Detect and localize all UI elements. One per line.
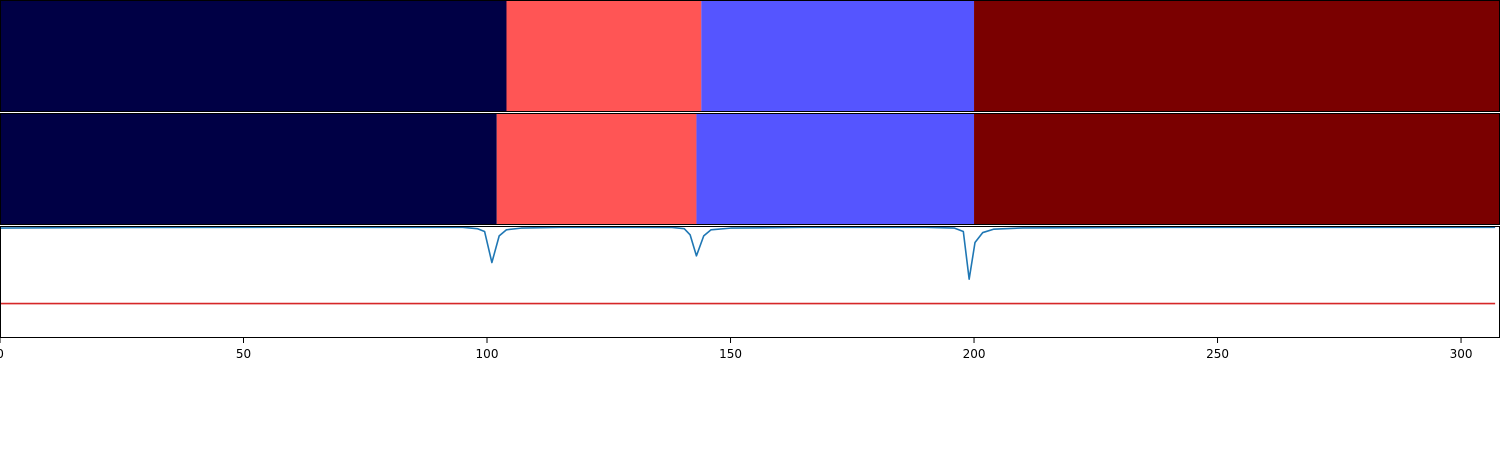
heatmap-top-segment-3 <box>974 1 1500 112</box>
heatmap-top-segment-0 <box>0 1 507 112</box>
heatmap-top-segment-2 <box>701 1 975 112</box>
x-tick-label-2: 100 <box>476 347 499 361</box>
heatmap-top <box>0 1 1500 112</box>
x-tick-label-4: 200 <box>963 347 986 361</box>
x-tick-label-0: 0 <box>0 347 4 361</box>
x-tick-label-5: 250 <box>1206 347 1229 361</box>
heatmap-bottom-segment-3 <box>974 114 1500 225</box>
line-series-group <box>0 226 1496 305</box>
line-plot-frame <box>0 226 1500 338</box>
line-plot: 0 50 100 150 200 250 300 <box>0 226 1500 361</box>
heatmap-bottom <box>0 114 1500 225</box>
heatmap-bottom-segment-0 <box>0 114 497 225</box>
x-axis: 0 50 100 150 200 250 300 <box>0 338 1472 361</box>
heatmap-bottom-segment-1 <box>496 114 697 225</box>
heatmap-bottom-segment-2 <box>696 114 975 225</box>
x-tick-label-6: 300 <box>1450 347 1473 361</box>
x-tick-label-3: 150 <box>719 347 742 361</box>
x-tick-label-1: 50 <box>236 347 251 361</box>
heatmap-top-segment-1 <box>506 1 702 112</box>
series-line-0 <box>0 226 1496 280</box>
